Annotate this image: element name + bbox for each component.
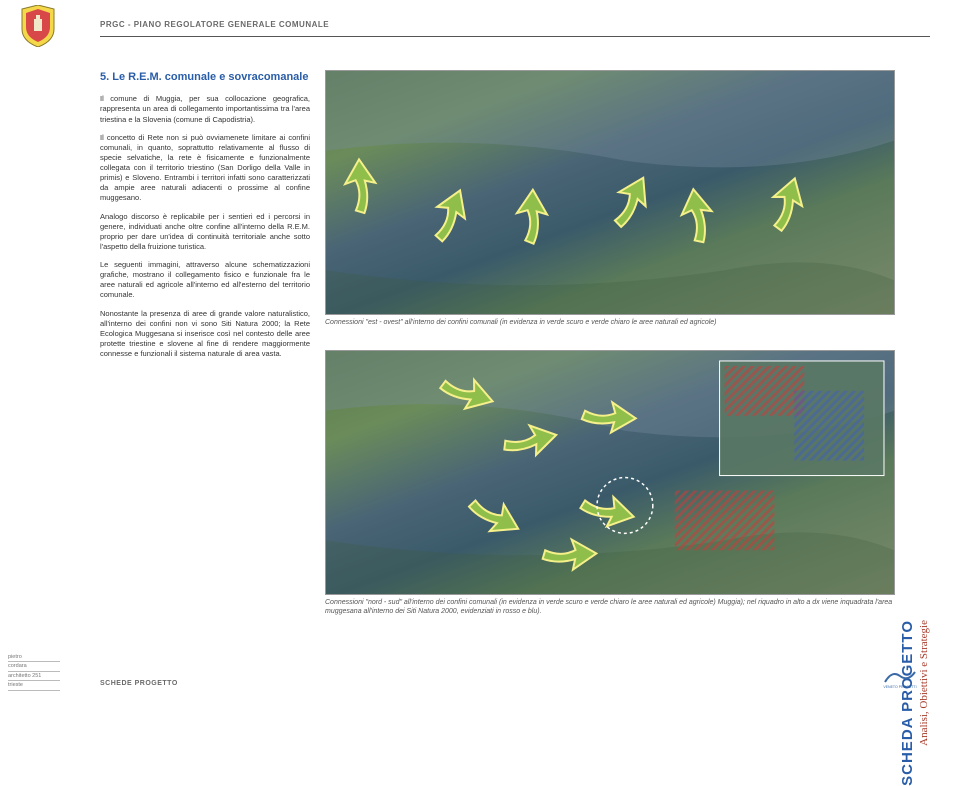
para-5: Nonostante la presenza di aree di grande… xyxy=(100,309,310,360)
figure2-caption: Connessioni "nord - sud" all'interno dei… xyxy=(325,598,895,616)
municipal-crest xyxy=(20,5,56,47)
header-rule xyxy=(100,36,930,37)
logo-text: VENETO PROGETTI xyxy=(883,685,916,689)
credit-line: architetto 251 xyxy=(8,672,60,682)
para-1: Il comune di Muggia, per sua collocazion… xyxy=(100,94,310,124)
figure2-overlay xyxy=(326,351,894,595)
sidebar-title: SCHEDA PROGETTO xyxy=(899,620,916,786)
credit-line: pietro xyxy=(8,653,60,663)
para-2: Il concetto di Rete non si può ovviamene… xyxy=(100,133,310,204)
para-3: Analogo discorso è replicabile per i sen… xyxy=(100,212,310,253)
figure-connections-north-south xyxy=(325,350,895,595)
para-4: Le seguenti immagini, attraverso alcune … xyxy=(100,260,310,301)
figure1-caption: Connessioni "est - ovest" all'interno de… xyxy=(325,318,895,327)
footer-label: SCHEDE PROGETTO xyxy=(100,680,178,687)
footer-logo: VENETO PROGETTI xyxy=(880,664,920,689)
credit-line: trieste xyxy=(8,681,60,691)
figure-connections-east-west xyxy=(325,70,895,315)
header-title: PRGC - PIANO REGOLATORE GENERALE COMUNAL… xyxy=(100,20,329,29)
figure1-overlay xyxy=(326,71,894,315)
section-title: 5. Le R.E.M. comunale e sovracomanale xyxy=(100,70,310,84)
credit-line: cordara xyxy=(8,662,60,672)
footer-credits: pietro cordara architetto 251 trieste xyxy=(8,653,60,691)
